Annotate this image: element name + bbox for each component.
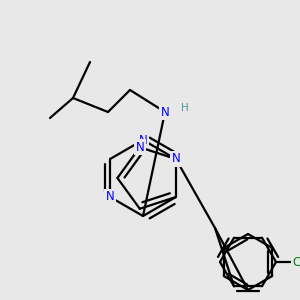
Text: N: N bbox=[135, 141, 144, 154]
Text: N: N bbox=[139, 134, 147, 146]
Text: Cl: Cl bbox=[292, 256, 300, 268]
Text: H: H bbox=[181, 103, 189, 113]
Text: N: N bbox=[160, 106, 169, 118]
Text: N: N bbox=[172, 152, 180, 166]
Text: N: N bbox=[106, 190, 115, 203]
